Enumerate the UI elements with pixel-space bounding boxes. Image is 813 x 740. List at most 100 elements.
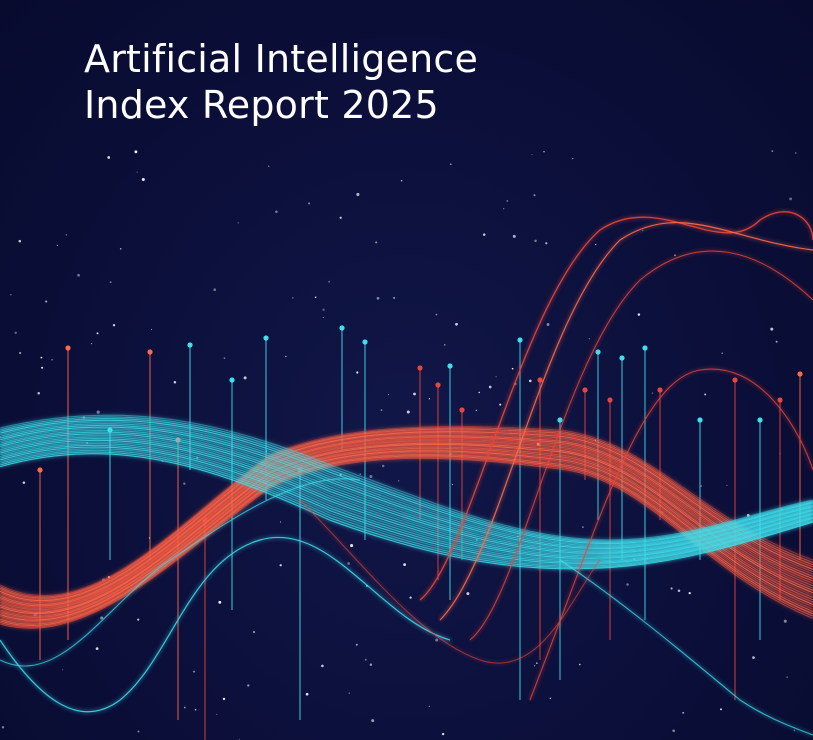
star-dot — [65, 234, 68, 236]
cyan-wave-line — [0, 414, 813, 541]
star-dot — [533, 664, 536, 667]
star-dot — [793, 729, 796, 732]
accent-curve — [529, 368, 813, 701]
orange-wave-line — [0, 429, 813, 600]
star-dot — [371, 719, 375, 723]
star-dot — [549, 697, 551, 699]
cyan-wave-line — [0, 438, 813, 558]
orange-wave-line — [0, 451, 813, 622]
star-dot — [112, 323, 116, 327]
cyan-wave-line — [0, 444, 813, 563]
star-dot — [150, 328, 153, 330]
star-dot — [403, 563, 406, 566]
star-dot — [305, 692, 309, 696]
star-dot — [786, 676, 788, 678]
title-line-1: Artificial Intelligence — [84, 37, 479, 81]
orange-wave-line — [0, 437, 813, 608]
orange-wave-line — [0, 453, 813, 625]
spike-dot — [732, 377, 738, 383]
star-dot — [1, 726, 5, 729]
orange-wave-line — [0, 442, 813, 613]
star-dot — [398, 480, 400, 482]
spike-dot — [657, 387, 663, 393]
cyan-wave-line — [0, 423, 813, 547]
accent-curve — [299, 499, 601, 664]
star-dot — [375, 241, 378, 244]
cyan-wave-line — [0, 417, 813, 543]
cyan-wave-line — [0, 451, 813, 569]
star-dot — [77, 273, 80, 277]
spike-dot — [37, 467, 43, 473]
star-dot — [322, 308, 325, 311]
accent-curve — [559, 559, 813, 736]
orange-wave-line — [0, 433, 813, 604]
star-dot — [388, 394, 390, 396]
star-dot — [285, 355, 287, 358]
star-dot — [533, 194, 536, 197]
orange-wave-line — [0, 445, 813, 616]
star-dot — [674, 254, 676, 257]
cyan-wave-line — [0, 443, 813, 562]
orange-wave-line — [0, 440, 813, 611]
star-dot — [137, 618, 140, 621]
star-dot — [444, 344, 446, 346]
star-dot — [56, 244, 58, 246]
star-dot — [771, 150, 774, 152]
star-dot — [528, 379, 532, 383]
star-dot — [95, 647, 99, 650]
star-dot — [475, 409, 477, 411]
orange-wave-line — [0, 452, 813, 624]
orange-wave-line — [0, 428, 813, 599]
orange-wave-line — [0, 436, 813, 607]
spike-dot — [459, 407, 465, 413]
star-dot — [441, 732, 445, 736]
accent-curve — [469, 250, 813, 641]
orange-wave-line — [0, 441, 813, 612]
star-dot — [726, 484, 728, 486]
star-dot — [543, 150, 545, 153]
star-dot — [770, 327, 774, 331]
orange-wave-line — [0, 443, 813, 614]
spike-dot — [229, 377, 235, 383]
accent-curve — [0, 536, 451, 713]
star-dot — [482, 233, 486, 236]
star-dot — [595, 243, 597, 246]
star-dot — [546, 323, 550, 326]
star-dot — [626, 583, 629, 586]
cyan-wave-line — [0, 439, 813, 559]
star-dot — [428, 705, 430, 708]
star-dot — [218, 600, 222, 604]
star-dot — [90, 342, 93, 345]
star-dot — [292, 297, 294, 299]
star-dot — [136, 171, 138, 173]
star-dot — [506, 199, 509, 202]
star-dot — [356, 192, 360, 197]
star-dot — [449, 163, 452, 166]
spike-dot — [362, 339, 368, 345]
star-dot — [478, 391, 481, 394]
star-dot — [173, 380, 177, 384]
star-dot — [677, 589, 681, 593]
cyan-wave-line — [0, 448, 813, 566]
accent-curve — [419, 211, 813, 601]
star-dot — [238, 738, 240, 740]
star-dot — [22, 481, 26, 484]
star-dot — [62, 669, 64, 671]
cyan-wave-line — [0, 416, 813, 542]
cyan-wave-line — [0, 446, 813, 565]
cyan-wave-line — [0, 421, 813, 546]
star-dot — [700, 485, 702, 487]
spike-dot — [557, 417, 563, 423]
star-dot — [369, 663, 373, 666]
cyan-wave-line — [0, 433, 813, 554]
spike-dot — [417, 365, 423, 371]
title-line-2: Index Report 2025 — [84, 83, 439, 127]
orange-wave-line — [0, 427, 813, 598]
spike-dot — [642, 345, 648, 351]
star-dot — [435, 313, 438, 316]
accent-curve — [439, 221, 813, 621]
spike-dot — [595, 349, 601, 355]
star-dot — [376, 296, 380, 300]
